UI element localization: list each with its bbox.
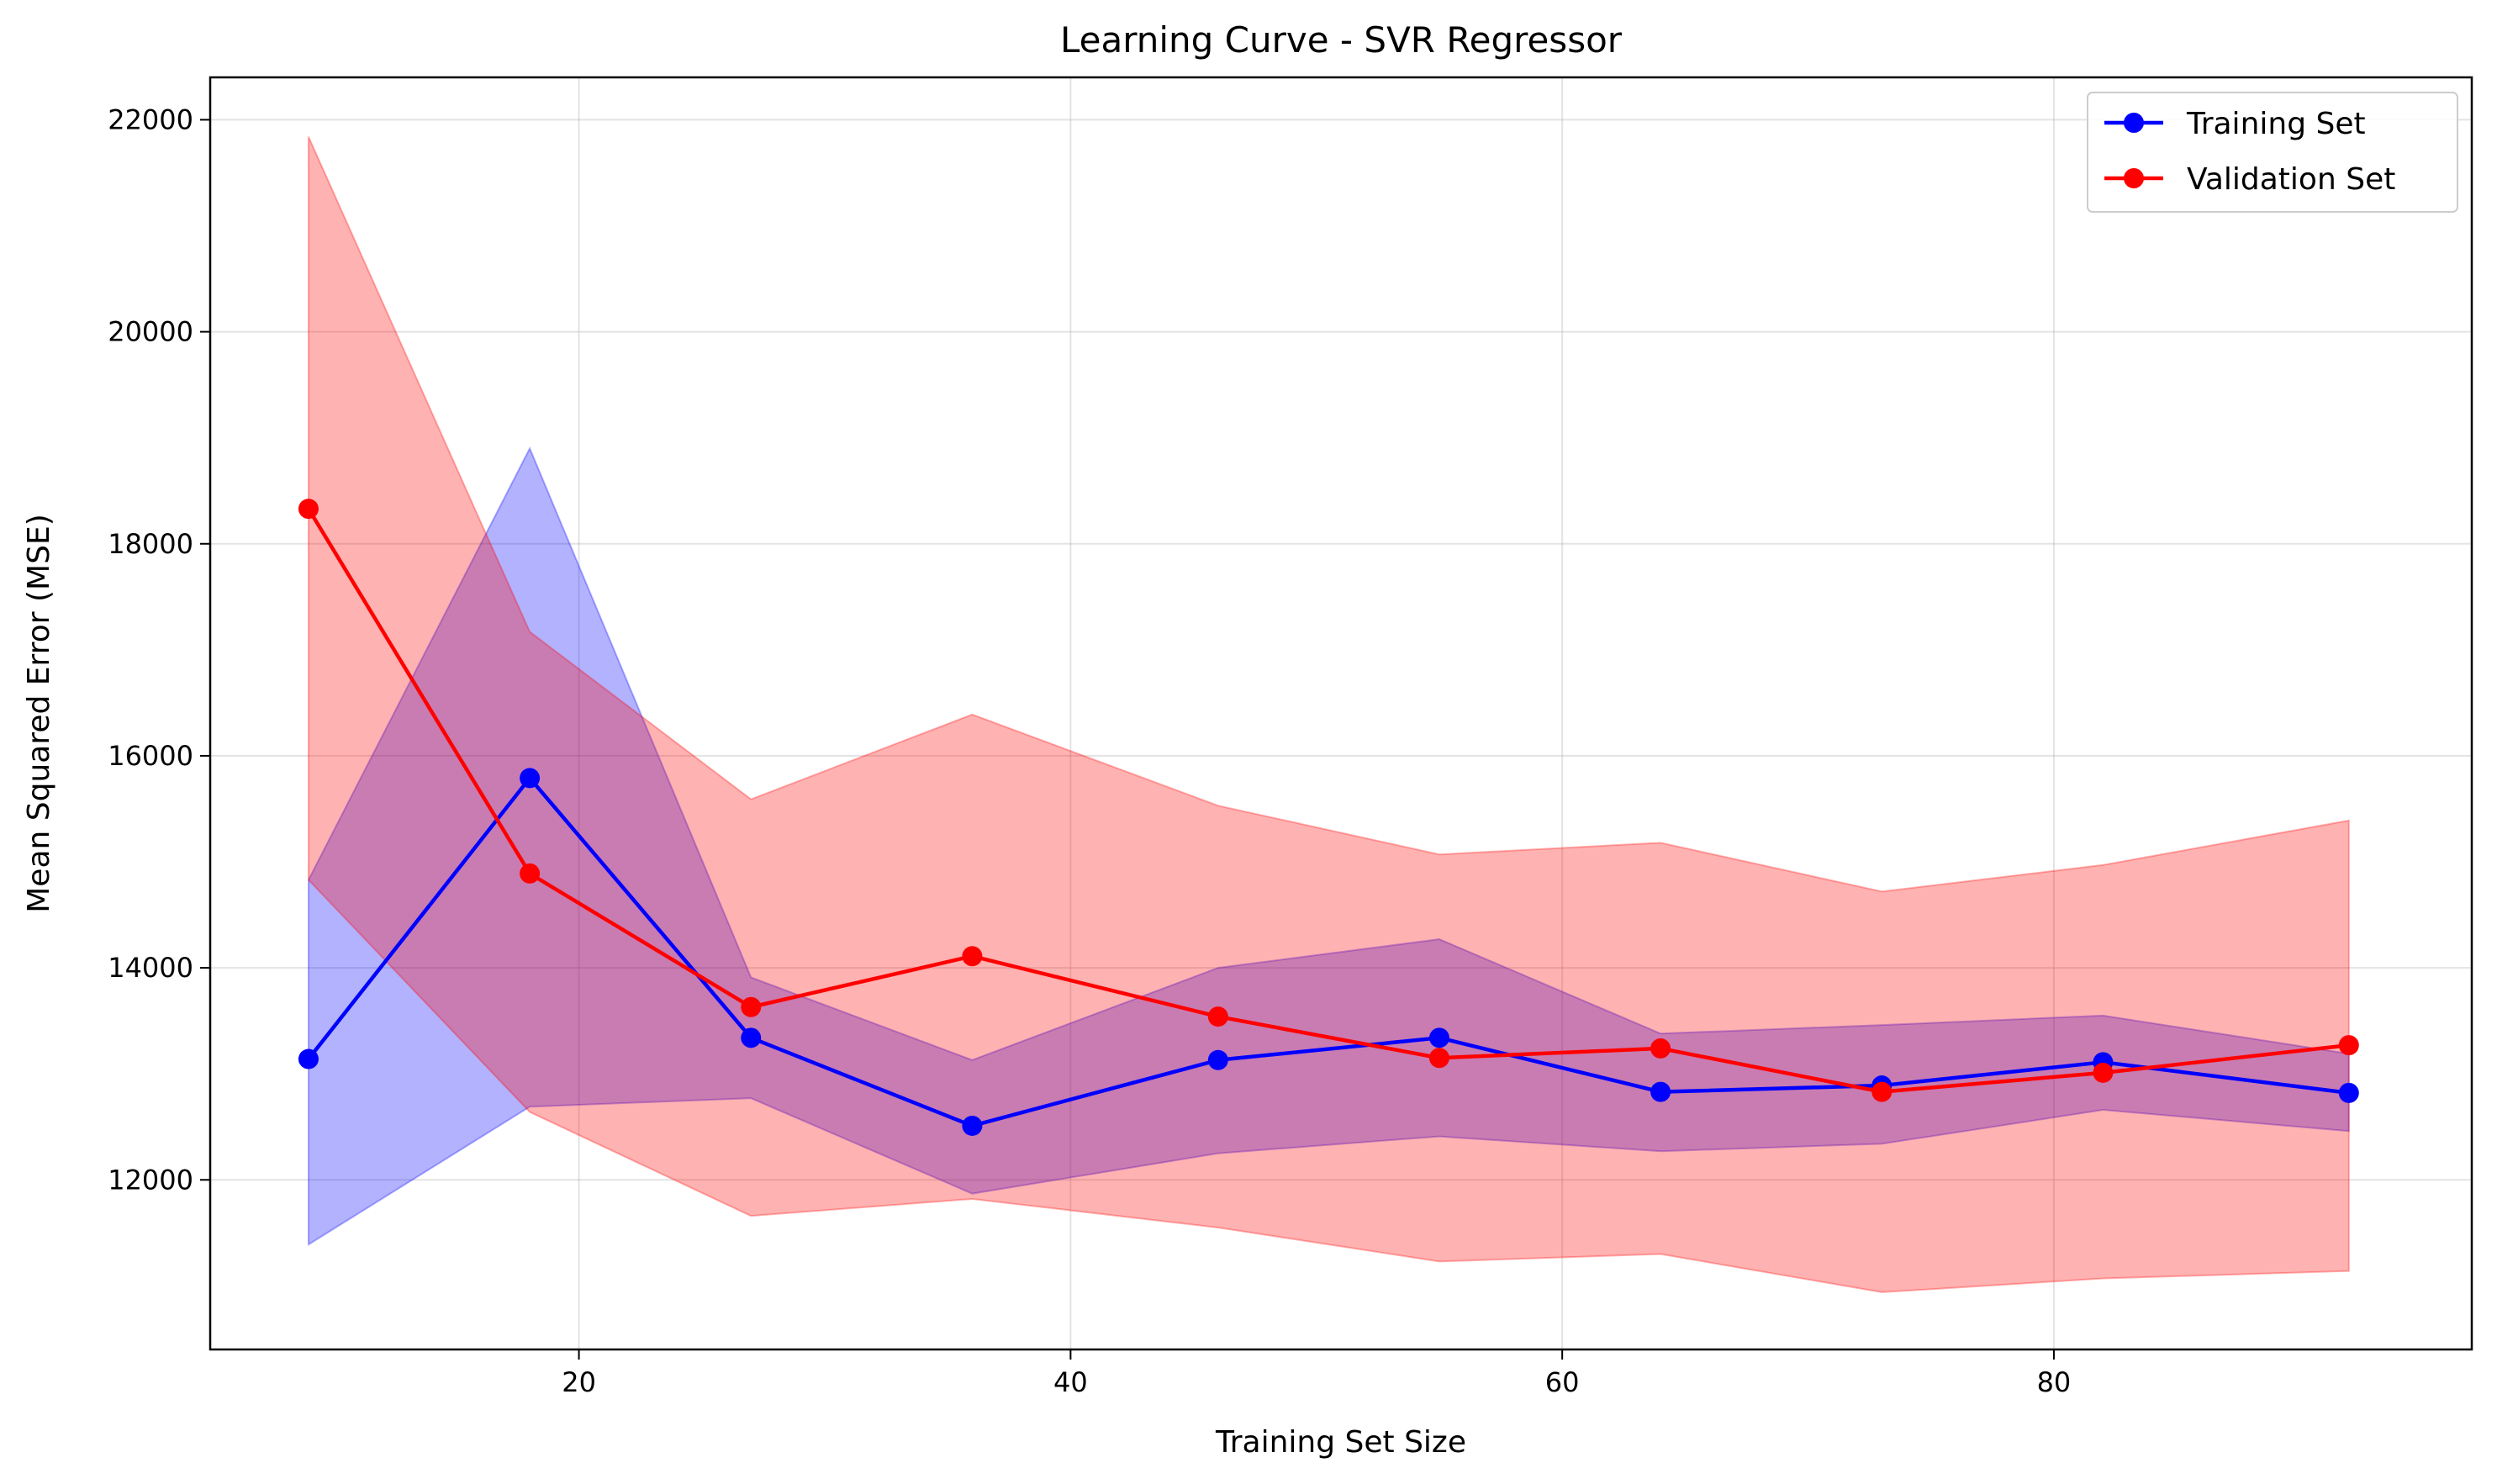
- series-lines: [298, 499, 2359, 1136]
- axis-ticks: 20 40 60 80 12000 14000 16000 18000 20000 22000: [108, 103, 2071, 1398]
- confidence-bands: [307, 136, 2350, 1293]
- legend-training-marker: [2124, 113, 2144, 133]
- validation-data-point: [520, 863, 541, 884]
- training-data-point: [520, 768, 541, 789]
- validation-data-point: [2338, 1035, 2359, 1056]
- training-data-point: [741, 1027, 762, 1048]
- x-tick-label: 40: [1053, 1366, 1088, 1398]
- training-data-point: [1428, 1027, 1449, 1048]
- x-tick-label: 60: [1545, 1366, 1580, 1398]
- y-tick-label: 14000: [108, 952, 193, 984]
- validation-data-point: [1650, 1038, 1671, 1059]
- validation-series-line: [307, 507, 2350, 1094]
- training-data-point: [1207, 1049, 1228, 1070]
- training-data-point: [298, 1048, 319, 1069]
- validation-data-point: [1871, 1081, 1893, 1102]
- training-std-band: [307, 446, 2350, 1246]
- legend-validation-label: Validation Set: [2187, 162, 2395, 197]
- legend-training-label: Training Set: [2186, 107, 2366, 141]
- validation-data-point: [1428, 1048, 1449, 1069]
- legend-box: [2087, 92, 2458, 213]
- y-tick-label: 20000: [108, 316, 193, 348]
- validation-data-point: [2093, 1062, 2114, 1083]
- plot-frame: [209, 76, 2473, 1351]
- x-tick-label: 80: [2037, 1366, 2072, 1398]
- training-data-point: [2338, 1082, 2359, 1103]
- y-axis-label: Mean Squared Error (MSE): [22, 514, 56, 913]
- y-tick-label: 12000: [108, 1164, 193, 1196]
- validation-data-point: [741, 996, 762, 1017]
- legend: Training Set Validation Set: [2087, 92, 2458, 213]
- legend-items: Training Set Validation Set: [2104, 107, 2395, 197]
- training-data-point: [1650, 1081, 1671, 1102]
- validation-data-point: [1207, 1006, 1228, 1027]
- validation-std-band: [307, 136, 2350, 1293]
- training-data-point: [962, 1115, 983, 1136]
- y-tick-label: 18000: [108, 528, 193, 560]
- x-axis-label: Training Set Size: [1215, 1425, 1466, 1460]
- validation-data-point: [962, 946, 983, 967]
- y-tick-label: 22000: [108, 103, 193, 135]
- training-series-line: [307, 776, 2350, 1128]
- x-tick-label: 20: [562, 1366, 596, 1398]
- validation-data-point: [298, 499, 319, 520]
- chart-title: Learning Curve - SVR Regressor: [1060, 19, 1623, 61]
- y-tick-label: 16000: [108, 740, 193, 772]
- legend-validation-marker: [2124, 168, 2144, 188]
